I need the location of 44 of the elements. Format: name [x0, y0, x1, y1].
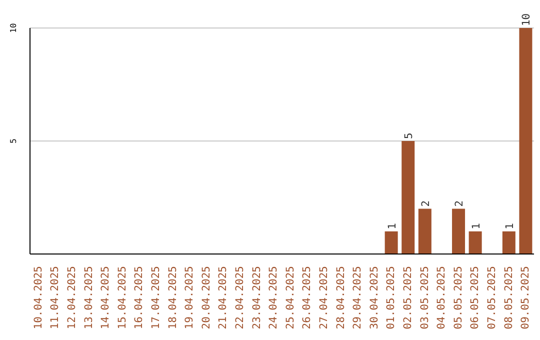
x-tick-label: 09.05.2025 — [520, 266, 532, 330]
bar — [418, 208, 432, 254]
data-label: 1 — [504, 223, 516, 230]
x-tick-label: 17.04.2025 — [150, 266, 162, 330]
x-tick-label: 04.05.2025 — [436, 266, 448, 330]
data-label: 10 — [520, 13, 533, 26]
x-tick-label: 25.04.2025 — [284, 266, 296, 330]
bar — [468, 231, 482, 254]
bar — [452, 208, 466, 254]
x-tick-label: 06.05.2025 — [469, 266, 482, 330]
x-tick-label: 29.04.2025 — [352, 266, 364, 330]
data-label: 2 — [420, 200, 432, 207]
x-tick-label: 16.04.2025 — [133, 266, 146, 330]
bar — [519, 28, 532, 254]
data-label: 2 — [454, 200, 466, 207]
bar — [384, 231, 398, 254]
data-label: 5 — [403, 132, 416, 139]
x-tick-label: 27.04.2025 — [318, 266, 330, 330]
x-tick-label: 07.05.2025 — [486, 266, 498, 330]
x-tick-label: 26.04.2025 — [301, 266, 314, 330]
x-tick-label: 24.04.2025 — [268, 266, 280, 330]
x-tick-label: 21.04.2025 — [217, 266, 230, 330]
x-tick-label: 22.04.2025 — [234, 266, 246, 330]
x-tick-label: 23.04.2025 — [250, 266, 263, 330]
x-tick-label: 12.04.2025 — [66, 266, 78, 330]
x-tick-label: 05.05.2025 — [452, 266, 464, 330]
x-tick-label: 11.04.2025 — [49, 266, 62, 330]
x-tick-label: 15.04.2025 — [116, 266, 128, 330]
data-label: 1 — [470, 223, 482, 230]
x-tick-label: 03.05.2025 — [418, 266, 431, 330]
x-tick-label: 01.05.2025 — [385, 266, 398, 330]
x-tick-label: 20.04.2025 — [200, 266, 212, 330]
x-tick-label: 13.04.2025 — [82, 266, 95, 330]
x-tick-label: 30.04.2025 — [368, 266, 380, 330]
data-label: 1 — [386, 223, 398, 230]
x-tick-label: 18.04.2025 — [166, 266, 179, 330]
x-tick-label: 28.04.2025 — [334, 266, 347, 330]
x-tick-label: 02.05.2025 — [402, 266, 414, 330]
x-tick-label: 08.05.2025 — [502, 266, 515, 330]
x-tick-label: 14.04.2025 — [100, 266, 112, 330]
x-tick-label: 10.04.2025 — [32, 266, 44, 330]
x-tick-label: 19.04.2025 — [184, 266, 196, 330]
bar — [402, 141, 415, 254]
bar — [502, 231, 516, 254]
